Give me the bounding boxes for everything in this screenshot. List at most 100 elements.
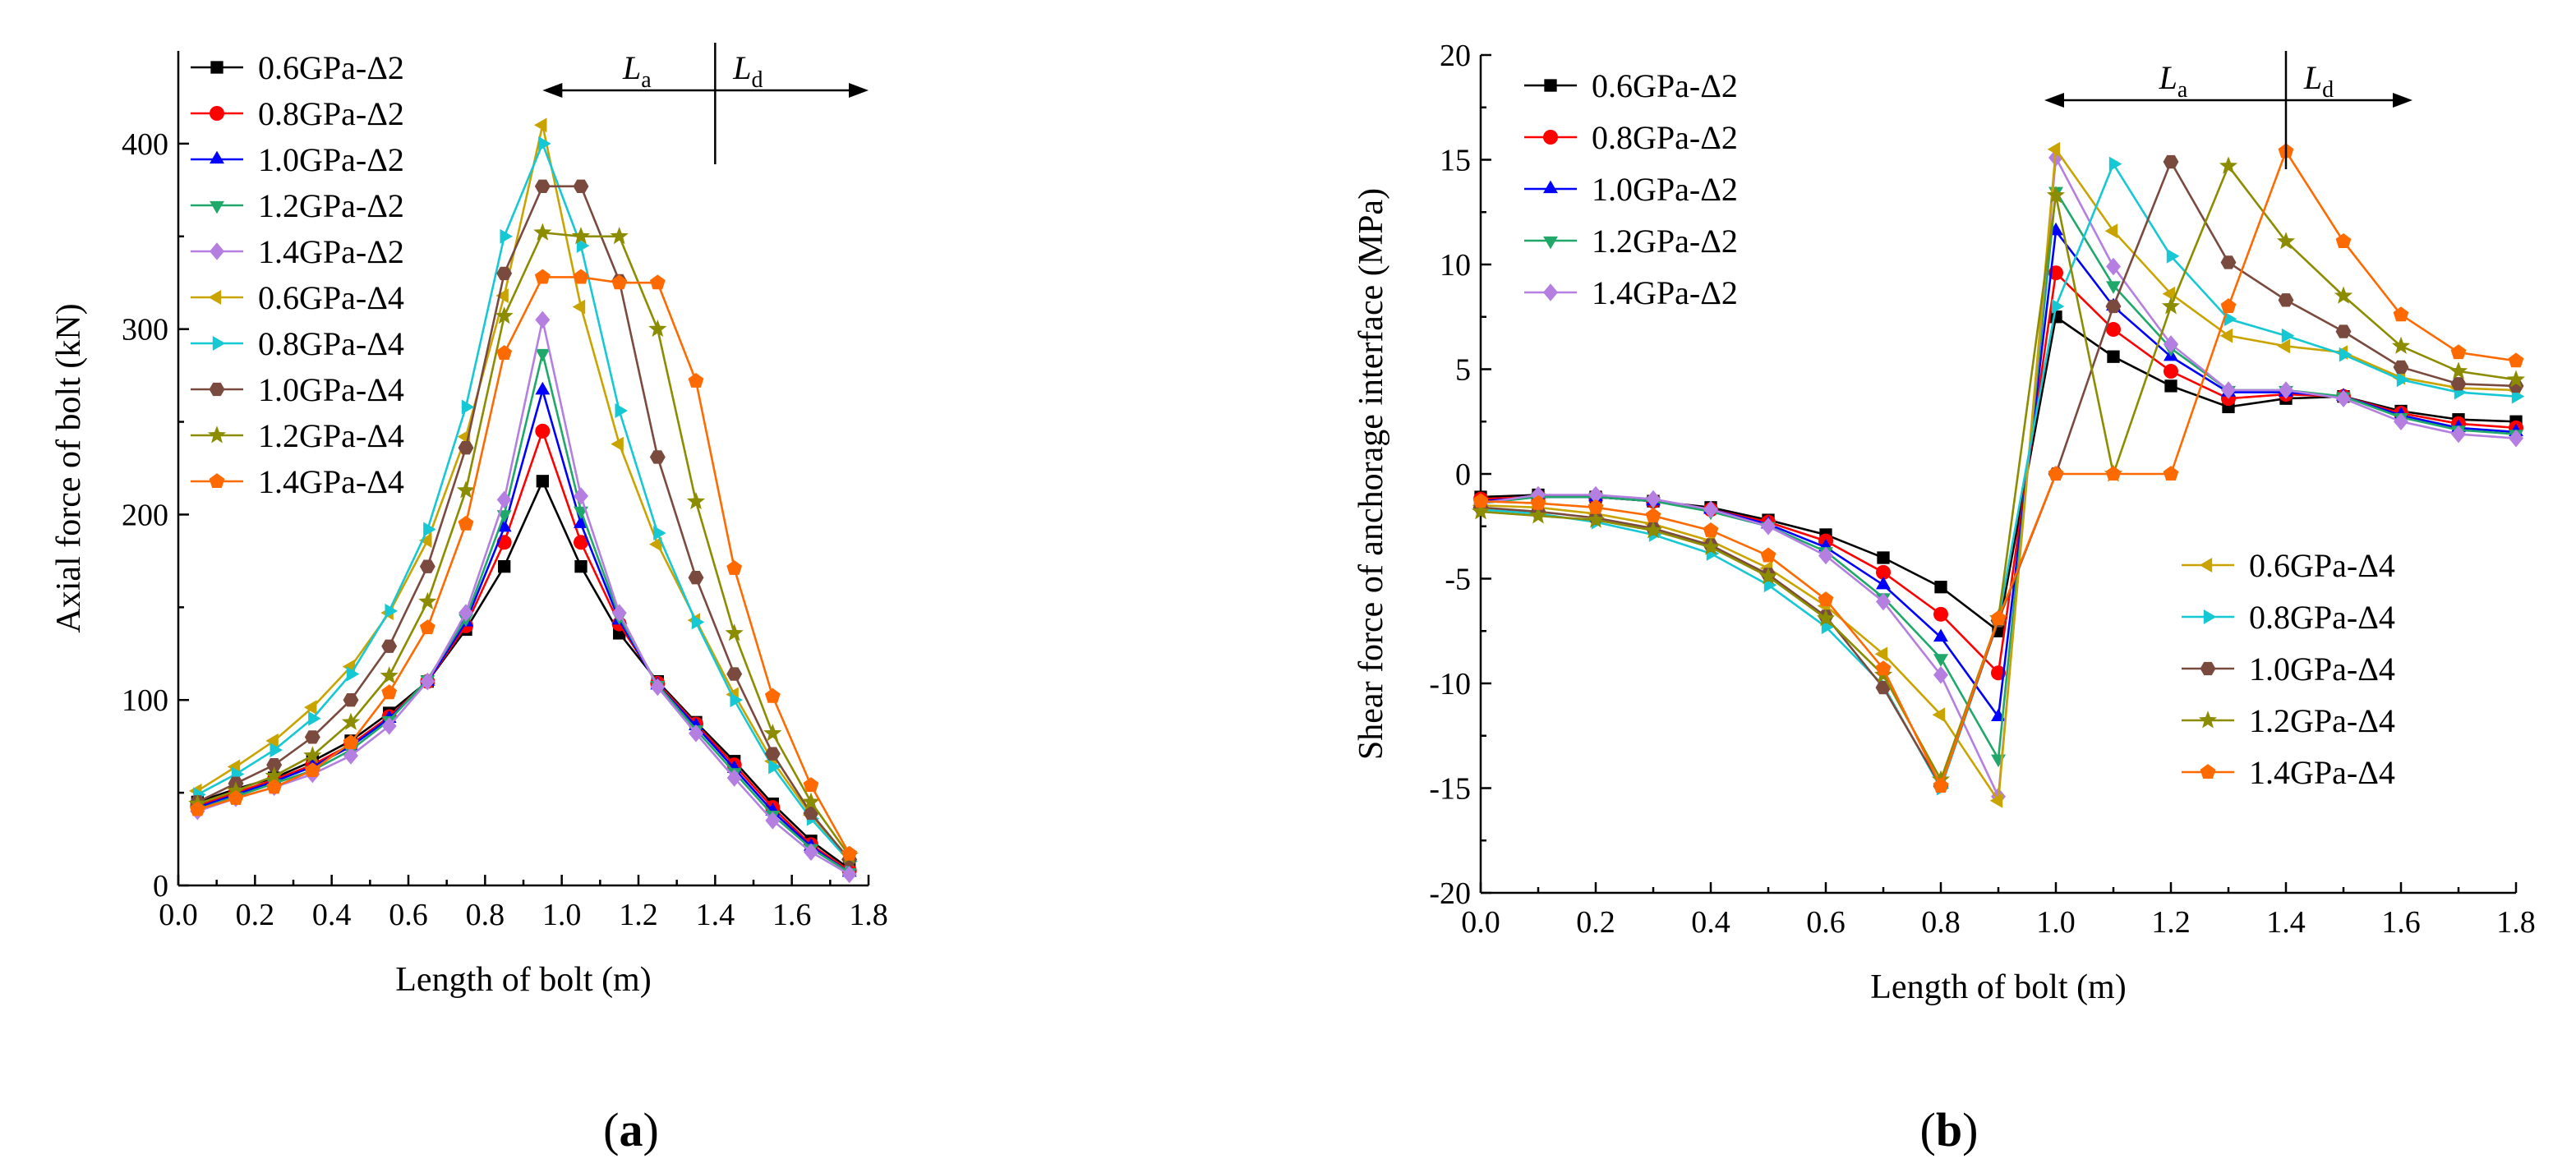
data-point [1990, 610, 2007, 625]
data-point [2106, 281, 2121, 294]
legend-item-0-6gpa-4: 0.6GPa-Δ4 [2182, 547, 2395, 584]
legend-label: 0.6GPa-Δ2 [1592, 67, 1738, 104]
data-point [495, 306, 514, 324]
data-point [303, 746, 322, 764]
data-point [423, 522, 436, 537]
legend-label: 0.8GPa-Δ4 [2249, 599, 2395, 636]
annotation-la: La [2159, 59, 2188, 103]
data-point [764, 687, 781, 703]
panel-label-letter: a [620, 1103, 643, 1157]
x-tick-label: 0.6 [389, 898, 428, 932]
series-0-6gpa-2 [1474, 310, 2523, 637]
data-point [649, 450, 666, 464]
data-point [2451, 425, 2466, 444]
data-point [1933, 606, 1948, 622]
legend-swatch-marker [1543, 130, 1558, 145]
data-point [2336, 389, 2351, 407]
data-point [1933, 778, 1949, 793]
x-tick-label: 0.2 [236, 898, 275, 932]
legend-swatch-marker [2200, 764, 2216, 779]
x-tick-label: 0.0 [1461, 905, 1500, 940]
legend-swatch-marker [210, 61, 223, 74]
legend-swatch-marker [210, 242, 224, 260]
legend-label: 0.8GPa-Δ4 [258, 325, 404, 362]
data-point [2164, 335, 2178, 353]
x-tick-label: 0.0 [159, 898, 198, 932]
legend-label: 1.0GPa-Δ2 [1592, 171, 1738, 208]
data-point [458, 515, 474, 531]
series-line [196, 320, 850, 876]
series-1-4gpa-4 [189, 269, 858, 861]
data-point [418, 533, 432, 549]
x-tick-label: 1.8 [2496, 905, 2536, 940]
legend-swatch-marker [209, 382, 225, 397]
data-point [1701, 537, 1721, 555]
legend: 0.6GPa-Δ2 0.8GPa-Δ2 1.0GPa-Δ2 1.2GPa-Δ2 1.4G… [1524, 67, 1738, 311]
data-point [2506, 370, 2526, 388]
data-point [688, 372, 704, 388]
data-point [1877, 551, 1890, 564]
data-point [1991, 754, 2006, 768]
legend-item-1-0gpa-2: 1.0GPa-Δ2 [191, 141, 404, 178]
annotation-ld-sub: d [2322, 77, 2334, 103]
chart-panel-b: 0.0 0.2 0.4 0.6 0.8 1.0 1.2 1.4 1.6 1.8 -20 -15 -10 -… [1353, 39, 2536, 1157]
data-point [2105, 466, 2122, 481]
data-point [266, 779, 283, 794]
data-point [2335, 233, 2352, 248]
legend-label: 0.6GPa-Δ4 [258, 279, 404, 316]
data-point [2219, 328, 2233, 343]
panel-label: (a) [603, 1103, 659, 1157]
data-point [2393, 306, 2409, 322]
data-point [458, 440, 474, 455]
y-tick-label: 200 [122, 498, 168, 532]
panel-label-open: ( [1920, 1103, 1936, 1157]
data-point [801, 792, 821, 810]
data-point [841, 845, 858, 861]
legend-label: 0.6GPa-Δ4 [2249, 547, 2395, 584]
data-point [2163, 466, 2179, 481]
data-point [500, 228, 514, 244]
legend-swatch-marker [212, 336, 226, 351]
annotation-arrowhead-right [2393, 93, 2412, 108]
y-tick-label: 15 [1440, 144, 1471, 178]
legend-item-1-4gpa-2: 1.4GPa-Δ2 [1524, 274, 1738, 311]
panel-label-close: ) [1962, 1103, 1978, 1157]
data-point [1472, 493, 1489, 508]
y-tick-label: -5 [1445, 563, 1471, 597]
data-point [2105, 299, 2122, 314]
data-point [228, 789, 244, 805]
series-0-8gpa-4 [193, 136, 859, 869]
data-point [1876, 576, 1891, 590]
x-tick-label: 0.8 [1921, 905, 1961, 940]
data-point [1989, 793, 2003, 808]
data-point [304, 730, 320, 744]
data-point [536, 475, 549, 488]
data-point [534, 269, 551, 284]
legend-swatch-marker [210, 106, 224, 121]
data-point [538, 136, 551, 151]
data-point [1933, 654, 1948, 667]
data-point [1876, 564, 1891, 580]
data-point [308, 710, 321, 726]
data-point [303, 700, 317, 715]
data-point [496, 266, 513, 281]
data-point [2166, 248, 2180, 264]
annotation-arrowhead-left [542, 83, 563, 98]
data-point [341, 712, 361, 730]
data-point [456, 481, 476, 499]
data-point [380, 666, 399, 684]
data-point [226, 781, 246, 799]
data-point [764, 747, 781, 761]
legend-swatch-marker [2200, 661, 2216, 676]
data-point [686, 491, 706, 510]
data-point [495, 288, 509, 303]
x-tick-label: 0.8 [466, 898, 505, 932]
series-line [196, 125, 850, 861]
data-point [535, 381, 551, 395]
chart-panel-a: 0.0 0.2 0.4 0.6 0.8 1.0 1.2 1.4 1.6 1.8 0 100 200 300… [50, 43, 888, 1157]
data-point [610, 227, 629, 245]
x-tick-label: 0.4 [312, 898, 352, 932]
data-point [419, 619, 435, 635]
x-tick-label: 1.6 [2381, 905, 2421, 940]
data-point [304, 762, 320, 778]
